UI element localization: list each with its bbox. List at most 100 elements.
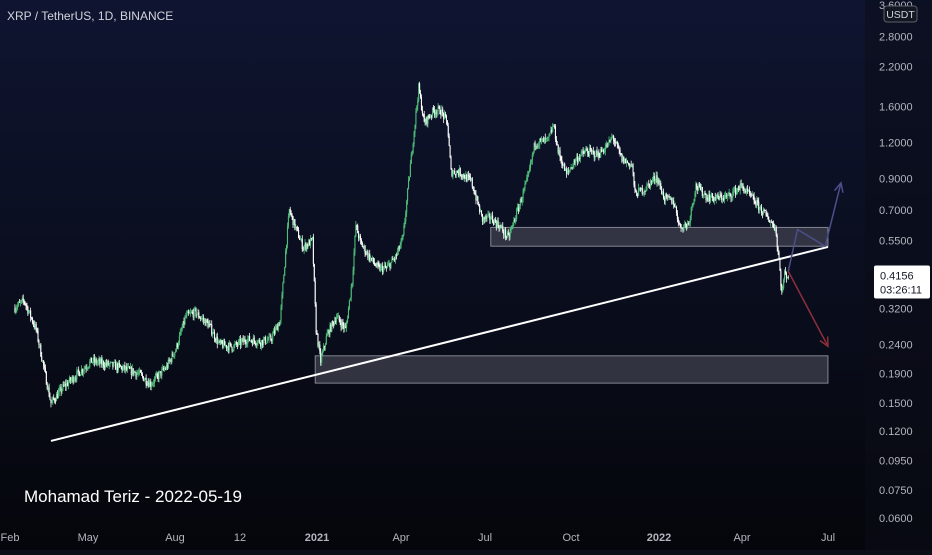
candle [331,320,333,333]
candle [240,337,242,348]
candle [376,262,378,268]
candle [729,192,731,197]
candle [688,220,690,227]
candle [388,259,390,267]
candle [150,378,152,391]
candle [115,359,117,370]
candle [88,366,90,369]
candle [175,348,177,353]
candle [143,378,145,382]
candle [361,241,363,248]
candle [456,170,458,179]
candle [576,153,578,161]
candle [279,319,281,326]
candle [99,357,101,368]
currency-selector[interactable]: USDT [883,5,918,23]
candle [765,209,767,217]
candle [634,181,636,194]
candle [648,179,650,189]
candle [379,263,381,272]
candle [49,392,51,401]
candle [784,269,786,283]
candle [312,233,314,267]
candle [740,179,742,188]
candle [627,162,629,166]
candle [185,312,187,319]
candle [341,319,343,330]
candle [310,237,313,241]
candle [684,220,686,227]
candle [579,154,581,163]
candle [300,238,302,243]
candle [732,188,734,201]
candle [170,358,172,365]
candle [604,143,606,156]
candle [186,310,188,319]
bearish-projection[interactable] [787,270,829,348]
candle [371,255,374,263]
candle [437,103,439,116]
candle [470,177,472,181]
candle [528,170,530,177]
candle [673,197,675,209]
candle [440,109,442,119]
candle [182,320,184,329]
candle [168,357,170,364]
candle [298,227,300,239]
candle [251,339,253,347]
candle [606,142,608,148]
candle [571,166,573,170]
candle [760,203,763,216]
candle [519,197,521,210]
candle [248,335,250,343]
candle [708,190,710,203]
candle [750,192,752,198]
candle [157,371,159,382]
candle [201,315,203,321]
candle [257,340,259,346]
candle [420,94,423,111]
candle [736,187,739,195]
candle [352,266,354,287]
candle [741,182,743,190]
candle [27,305,29,316]
candle [110,361,112,364]
candle [60,384,62,397]
candle [228,339,230,354]
candle [38,339,40,349]
candle [719,190,721,201]
candle [225,341,227,348]
candle [662,188,665,200]
candle [207,318,209,329]
candle [450,155,452,170]
candle [609,139,611,143]
candle [20,299,22,305]
candle [298,235,301,241]
candle [163,365,165,372]
candle [260,342,262,349]
candle [364,244,366,257]
bullish-projection[interactable] [787,181,844,272]
candle [79,374,82,377]
candle [674,203,676,208]
support-trendline[interactable] [50,245,829,442]
candle [238,336,240,345]
candle [26,302,28,311]
candle [276,323,278,331]
support-zone-lower[interactable] [314,355,829,384]
candle [455,174,457,178]
candle [42,359,44,363]
candle [525,180,527,185]
candle [204,318,206,326]
candle [748,186,751,197]
y-tick-label: 2.8000 [879,31,913,43]
candle [511,224,513,230]
candle [474,190,476,196]
candle [694,190,696,202]
candle [471,176,473,189]
candle [294,219,296,231]
candle [267,337,269,341]
candle [698,182,700,192]
